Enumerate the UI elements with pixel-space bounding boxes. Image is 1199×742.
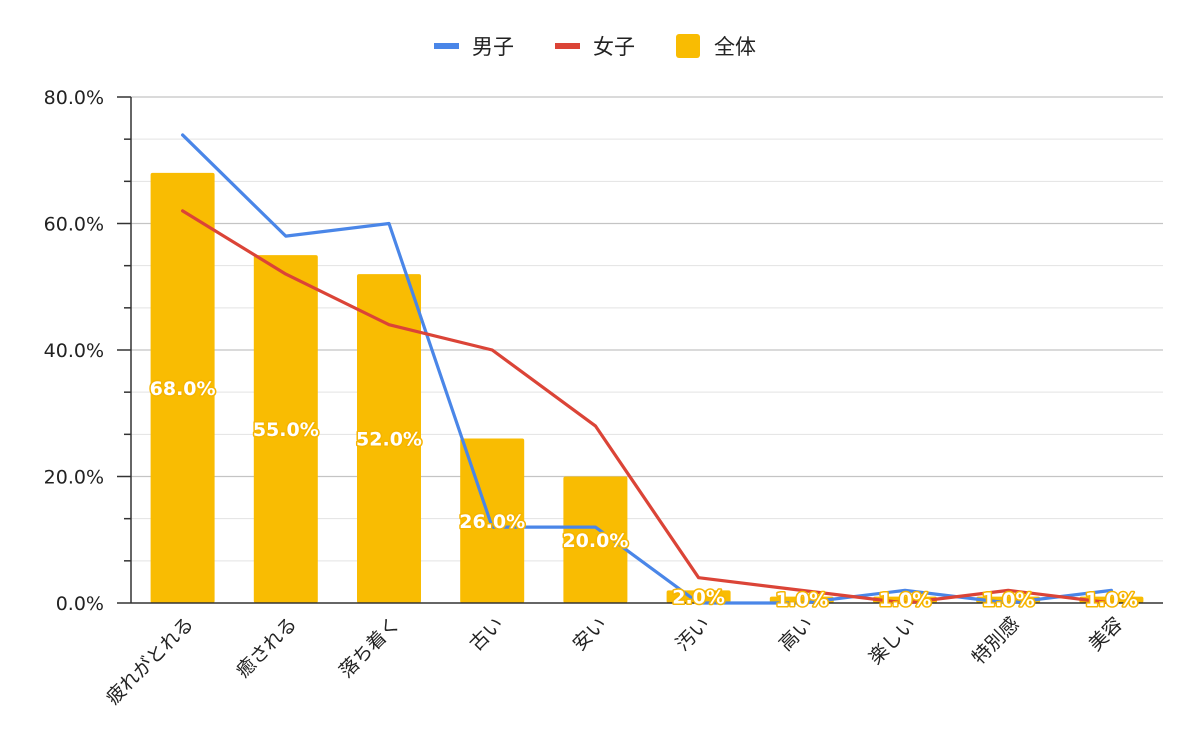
legend-item-1: 男子: [434, 35, 514, 59]
legend-swatch: [434, 43, 459, 49]
data-label-4: 26.0%: [459, 511, 525, 533]
legend-label: 男子: [472, 35, 514, 59]
legend-item-3: 全体: [676, 34, 756, 59]
x-tick-label: 安い: [568, 613, 610, 655]
legend-label: 全体: [714, 35, 756, 59]
series-line-2: [181, 209, 1114, 605]
x-tick-label: 高い: [775, 613, 817, 655]
legend-swatch: [676, 34, 700, 58]
x-tick-label: 汚い: [672, 613, 714, 655]
bar-6: [666, 590, 731, 603]
x-tick-label: 古い: [465, 613, 507, 655]
data-label-7: 1.0%: [775, 589, 828, 611]
x-tick-label: 特別感: [968, 613, 1024, 669]
x-tick-label: 美容: [1084, 613, 1126, 655]
x-tick-label: 疲れがとれる: [102, 613, 198, 709]
legend-label: 女子: [593, 35, 635, 59]
x-tick-label: 楽しい: [865, 613, 921, 669]
x-tick-label: 癒される: [232, 613, 301, 682]
data-label-2: 55.0%: [253, 419, 319, 441]
data-label-6: 2.0%: [672, 587, 725, 609]
data-labels: 68.0% 55.0% 52.0% 26.0% 20.0% 2.0% 1.0% 1.0% 1.0…: [148, 376, 1139, 612]
y-tick-label: 0.0%: [56, 593, 104, 615]
x-tick-label: 落ち着く: [335, 613, 404, 682]
bar-2: [253, 255, 318, 603]
data-label-1: 68.0%: [150, 378, 216, 400]
data-label-10: 1.0%: [1085, 589, 1138, 611]
data-label-3: 52.0%: [356, 429, 422, 451]
y-tick-label: 20.0%: [44, 467, 104, 489]
data-label-5: 20.0%: [562, 530, 628, 552]
bar-1: [150, 172, 215, 603]
y-tick-label: 80.0%: [44, 87, 104, 109]
data-label-9: 1.0%: [982, 589, 1035, 611]
bars: [150, 172, 1144, 603]
series-lines: [181, 133, 1114, 605]
series-line-1: [181, 133, 1114, 605]
bar-3: [357, 274, 421, 603]
legend: 男子 女子 全体: [434, 34, 756, 59]
bar-5: [563, 476, 628, 603]
y-tick-label: 40.0%: [44, 340, 104, 362]
data-label-8: 1.0%: [879, 589, 932, 611]
legend-swatch: [555, 43, 580, 49]
legend-item-2: 女子: [555, 35, 635, 59]
y-tick-label: 60.0%: [44, 214, 104, 236]
